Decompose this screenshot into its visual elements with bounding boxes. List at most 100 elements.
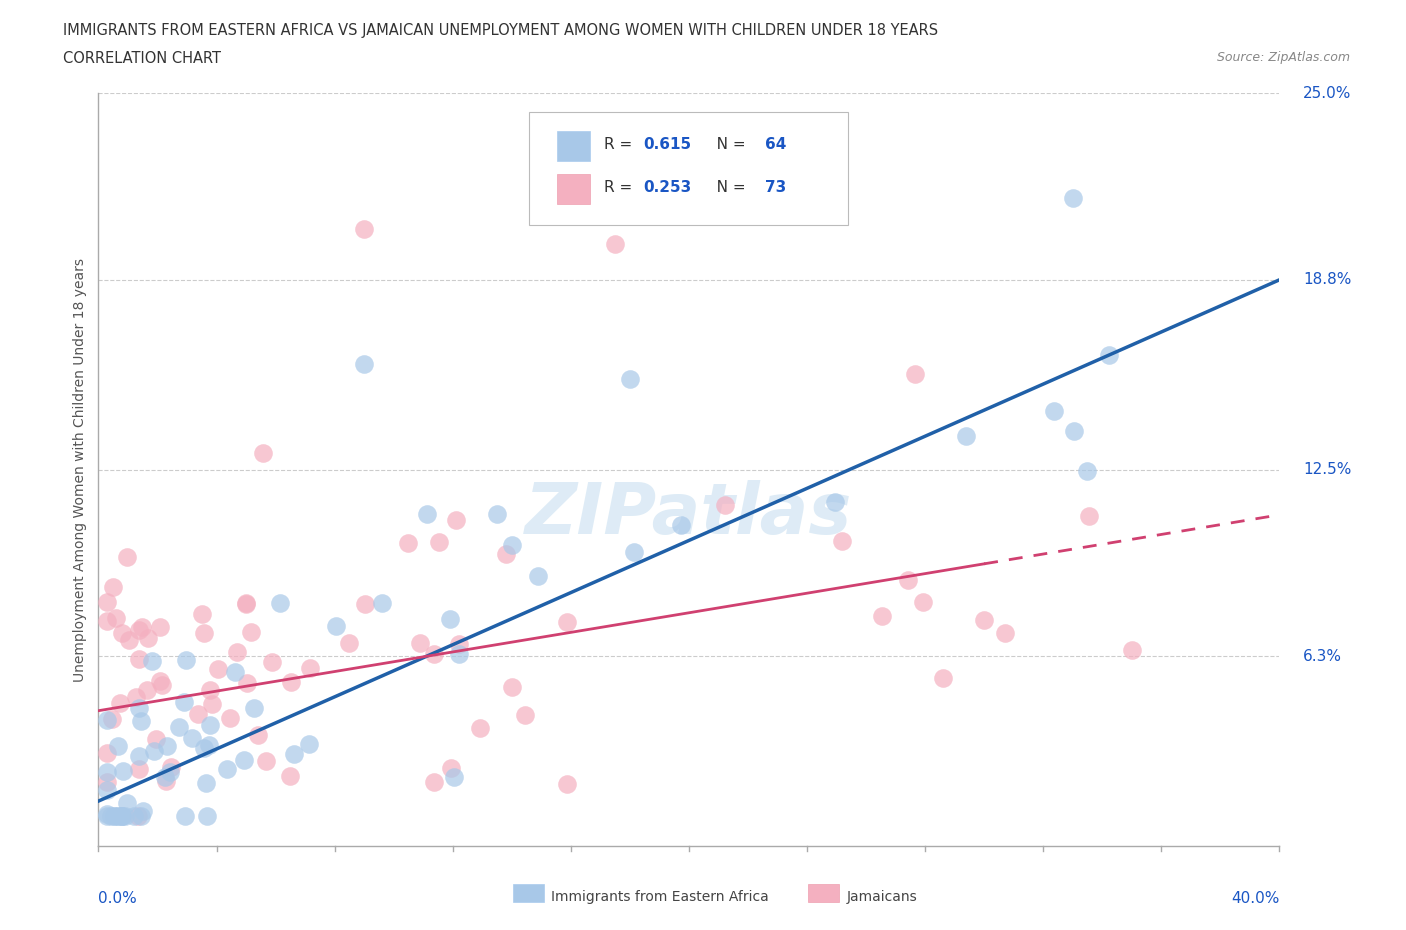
Text: 6.3%: 6.3%: [1303, 649, 1343, 664]
Text: R =: R =: [605, 137, 637, 152]
Point: [96, 745, 118, 760]
Point: [353, 221, 375, 236]
Text: CORRELATION CHART: CORRELATION CHART: [63, 51, 221, 66]
Point: [96, 809, 118, 824]
Point: [1076, 464, 1098, 479]
Point: [159, 760, 181, 775]
Point: [136, 631, 159, 645]
Point: [103, 809, 125, 824]
Point: [115, 550, 138, 565]
Point: [111, 809, 134, 824]
Point: [443, 769, 465, 784]
Point: [224, 665, 246, 680]
Point: [485, 507, 508, 522]
Bar: [557, 131, 589, 161]
Point: [198, 717, 221, 732]
Point: [128, 762, 150, 777]
Point: [973, 613, 995, 628]
Point: [470, 721, 492, 736]
Text: 18.8%: 18.8%: [1303, 272, 1351, 287]
Point: [325, 618, 347, 633]
FancyBboxPatch shape: [530, 112, 848, 225]
Point: [167, 720, 190, 735]
Point: [439, 612, 461, 627]
Point: [932, 671, 955, 685]
Text: N =: N =: [702, 179, 751, 194]
Point: [114, 809, 136, 824]
Point: [180, 730, 202, 745]
Point: [128, 749, 150, 764]
Y-axis label: Unemployment Among Women with Children Under 18 years: Unemployment Among Women with Children U…: [73, 258, 87, 682]
Point: [187, 707, 209, 722]
Point: [501, 538, 523, 552]
Text: 40.0%: 40.0%: [1232, 892, 1279, 907]
Point: [1062, 191, 1084, 206]
Point: [1121, 643, 1143, 658]
Text: IMMIGRANTS FROM EASTERN AFRICA VS JAMAICAN UNEMPLOYMENT AMONG WOMEN WITH CHILDRE: IMMIGRANTS FROM EASTERN AFRICA VS JAMAIC…: [63, 23, 938, 38]
Text: Jamaicans: Jamaicans: [846, 890, 917, 905]
Point: [619, 372, 641, 387]
Point: [623, 544, 645, 559]
Point: [527, 569, 550, 584]
Point: [226, 644, 249, 659]
Point: [110, 809, 132, 824]
Text: 25.0%: 25.0%: [1303, 86, 1351, 100]
Point: [155, 773, 177, 788]
Point: [831, 534, 853, 549]
Point: [396, 536, 419, 551]
Point: [371, 595, 394, 610]
Point: [198, 738, 221, 753]
Point: [174, 653, 197, 668]
Point: [298, 737, 321, 751]
Point: [449, 637, 471, 652]
Point: [122, 809, 145, 824]
Point: [173, 694, 195, 709]
Point: [911, 595, 934, 610]
Point: [1063, 423, 1085, 438]
Point: [142, 743, 165, 758]
Point: [299, 660, 322, 675]
Point: [235, 675, 257, 690]
Point: [269, 595, 291, 610]
Point: [353, 597, 375, 612]
Point: [246, 728, 269, 743]
Point: [416, 507, 439, 522]
Point: [215, 762, 238, 777]
Point: [96, 806, 118, 821]
Text: 0.253: 0.253: [643, 179, 692, 194]
Point: [252, 445, 274, 460]
Point: [714, 498, 737, 512]
Point: [824, 495, 846, 510]
Point: [423, 774, 446, 789]
Point: [101, 711, 124, 726]
Point: [409, 636, 432, 651]
Point: [872, 608, 894, 623]
Point: [555, 777, 578, 791]
Point: [149, 619, 172, 634]
Point: [353, 357, 375, 372]
Point: [129, 713, 152, 728]
Point: [96, 595, 118, 610]
Point: [127, 809, 149, 824]
Text: 0.615: 0.615: [643, 137, 690, 152]
Point: [219, 711, 242, 725]
Point: [232, 752, 254, 767]
Point: [235, 595, 257, 610]
Point: [495, 547, 517, 562]
Point: [155, 770, 177, 785]
Text: 12.5%: 12.5%: [1303, 462, 1351, 477]
Point: [105, 809, 128, 824]
Point: [105, 610, 128, 625]
Point: [135, 683, 157, 698]
Point: [243, 700, 266, 715]
Point: [101, 579, 124, 594]
Point: [1043, 404, 1066, 418]
Point: [128, 700, 150, 715]
Point: [159, 764, 181, 779]
Point: [278, 769, 301, 784]
Point: [1078, 509, 1101, 524]
Point: [96, 782, 118, 797]
Point: [423, 647, 446, 662]
Point: [174, 809, 197, 824]
Point: [337, 636, 360, 651]
